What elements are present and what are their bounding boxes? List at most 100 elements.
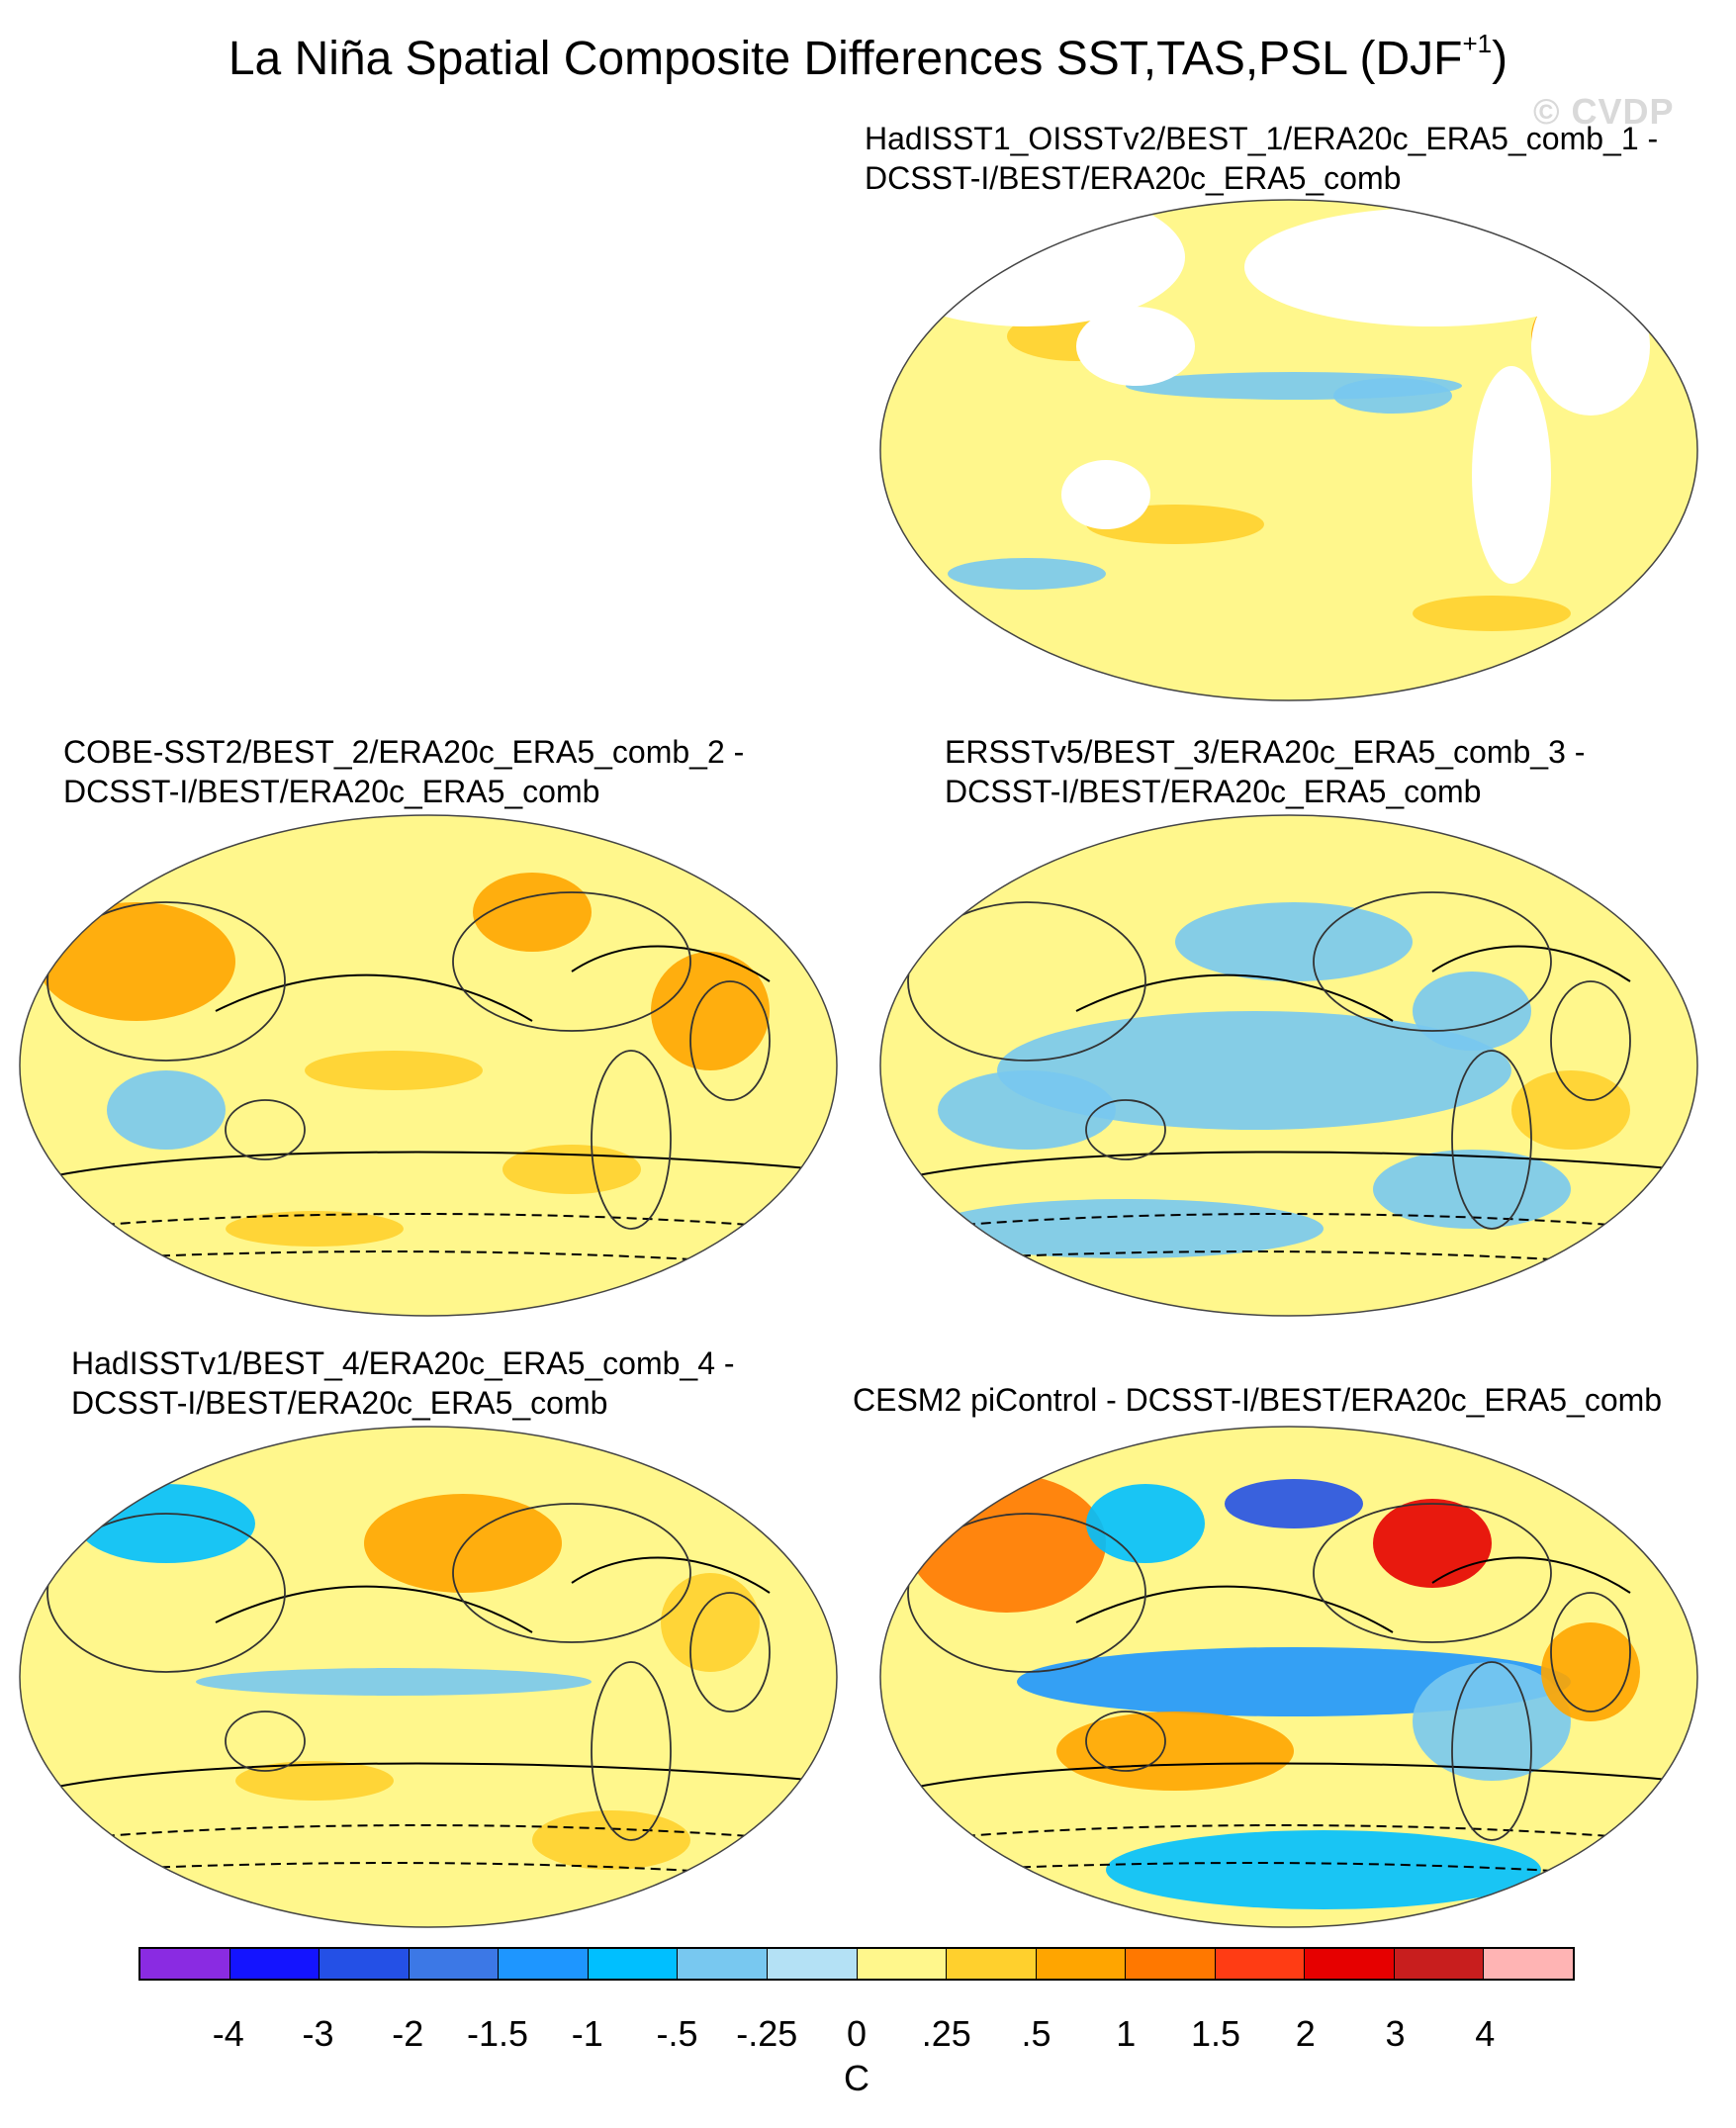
anomaly-region [651, 952, 770, 1070]
colorbar-tick-label: -1.5 [466, 2013, 529, 2054]
coastline [1085, 1099, 1166, 1160]
map-border [19, 1426, 838, 1928]
anomaly-region [1541, 1622, 1640, 1721]
anomaly-region [364, 1494, 562, 1593]
anomaly-region [928, 1199, 1324, 1258]
land-mask [1076, 307, 1195, 386]
anomaly-region [1106, 1830, 1541, 1909]
coastline [1550, 980, 1631, 1101]
land-mask [1061, 460, 1150, 529]
coastline [689, 1592, 771, 1712]
panel-5-map [879, 1426, 1698, 1928]
colorbar-box [1394, 1949, 1485, 1979]
psl-contour [1431, 1556, 1631, 1594]
anomaly-region [1373, 1499, 1492, 1588]
map-field [880, 200, 1697, 700]
coastline [46, 901, 286, 1062]
anomaly-region [948, 558, 1106, 590]
colorbar-box [140, 1949, 230, 1979]
colorbar-box [1126, 1949, 1216, 1979]
title-text: La Niña Spatial Composite Differences SS… [228, 33, 1463, 85]
coastline [591, 1050, 672, 1230]
panel-3-map [879, 814, 1698, 1317]
coastline [591, 1661, 672, 1841]
anomaly-region [661, 1573, 760, 1672]
colorbar-tick-label: 0 [846, 2013, 868, 2054]
colorbar-tick-label: -.25 [736, 2013, 798, 2054]
psl-contour [215, 1585, 533, 1633]
map-border [879, 199, 1698, 701]
coastline [1313, 891, 1552, 1032]
colorbar-units: C [844, 2058, 869, 2098]
psl-contour [571, 1556, 771, 1594]
psl-contour [571, 945, 771, 982]
anomaly-region [938, 1070, 1116, 1150]
panel-4-title: HadISSTv1/BEST_4/ERA20c_ERA5_comb_4 - DC… [71, 1343, 735, 1423]
anomaly-region [1225, 1479, 1363, 1528]
title-close: ) [1492, 33, 1508, 85]
colorbar-box [1305, 1949, 1395, 1979]
panel-2-title: COBE-SST2/BEST_2/ERA20c_ERA5_comb_2 - DC… [63, 732, 744, 811]
anomaly-region [532, 1810, 690, 1870]
anomaly-region [196, 1668, 592, 1696]
figure-title: La Niña Spatial Composite Differences SS… [0, 30, 1736, 89]
psl-contour [1075, 1585, 1394, 1633]
coastline [1451, 1661, 1532, 1841]
psl-contour [1075, 973, 1394, 1022]
anomaly-region [503, 1145, 641, 1194]
coastline [46, 1513, 286, 1673]
anomaly-region [107, 1070, 226, 1150]
panel-5-title: CESM2 piControl - DCSST-I/BEST/ERA20c_ER… [853, 1380, 1662, 1420]
anomaly-region [1511, 1070, 1630, 1150]
map-border [879, 1426, 1698, 1928]
coastline [907, 901, 1146, 1062]
colorbar-tick-label: .5 [1021, 2013, 1051, 2054]
map-border [19, 814, 838, 1317]
panel-4-title-line1: HadISSTv1/BEST_4/ERA20c_ERA5_comb_4 - [71, 1345, 735, 1381]
colorbar-box [499, 1949, 589, 1979]
coastline [1451, 1050, 1532, 1230]
colorbar-box [1215, 1949, 1306, 1979]
anomaly-region [1175, 902, 1413, 981]
map-field [880, 815, 1697, 1316]
panel-5-title-line1: CESM2 piControl - DCSST-I/BEST/ERA20c_ER… [853, 1382, 1663, 1418]
colorbar-box [767, 1949, 858, 1979]
cvdp-watermark: © CVDP [1533, 91, 1675, 132]
anomaly-region [1126, 372, 1462, 400]
panel-1-title-line2: DCSST-I/BEST/ERA20c_ERA5_comb [865, 160, 1402, 196]
anomaly-region [1413, 596, 1571, 631]
colorbar-tick-label: -4 [212, 2013, 244, 2054]
anomaly-region [1373, 1150, 1571, 1229]
panel-1-title-line1: HadISST1_OISSTv2/BEST_1/ERA20c_ERA5_comb… [865, 121, 1659, 156]
panel-3-title-line1: ERSSTv5/BEST_3/ERA20c_ERA5_comb_3 - [945, 734, 1586, 770]
colorbar-box [409, 1949, 500, 1979]
map-field [20, 1427, 837, 1927]
panel-3-title: ERSSTv5/BEST_3/ERA20c_ERA5_comb_3 - DCSS… [945, 732, 1585, 811]
colorbar-tick-label: -1 [571, 2013, 603, 2054]
coastline [907, 1513, 1146, 1673]
psl-contour [56, 1824, 800, 1841]
panel-4-map [19, 1426, 838, 1928]
panel-1-map [879, 199, 1698, 701]
coastline [1313, 1503, 1552, 1643]
coastline [689, 980, 771, 1101]
colorbar-tick-label: 1 [1116, 2013, 1137, 2054]
colorbar-tick-label: .25 [921, 2013, 971, 2054]
coastline [452, 1503, 691, 1643]
panel-3-title-line2: DCSST-I/BEST/ERA20c_ERA5_comb [945, 774, 1482, 809]
psl-contour [1431, 945, 1631, 982]
anomaly-region [1086, 1484, 1205, 1563]
colorbar-box [588, 1949, 679, 1979]
anomaly-region [77, 1484, 255, 1563]
psl-contour [897, 1151, 1681, 1180]
anomaly-region [226, 1211, 404, 1247]
land-mask [1531, 277, 1650, 416]
colorbar-tick-label: -3 [302, 2013, 334, 2054]
panel-2-map [19, 814, 838, 1317]
coastline [225, 1711, 306, 1772]
psl-contour [917, 1213, 1661, 1230]
colorbar-box [229, 1949, 320, 1979]
psl-contour [897, 1762, 1681, 1792]
anomaly-region [1413, 971, 1531, 1051]
colorbar-tick-label: 3 [1385, 2013, 1406, 2054]
